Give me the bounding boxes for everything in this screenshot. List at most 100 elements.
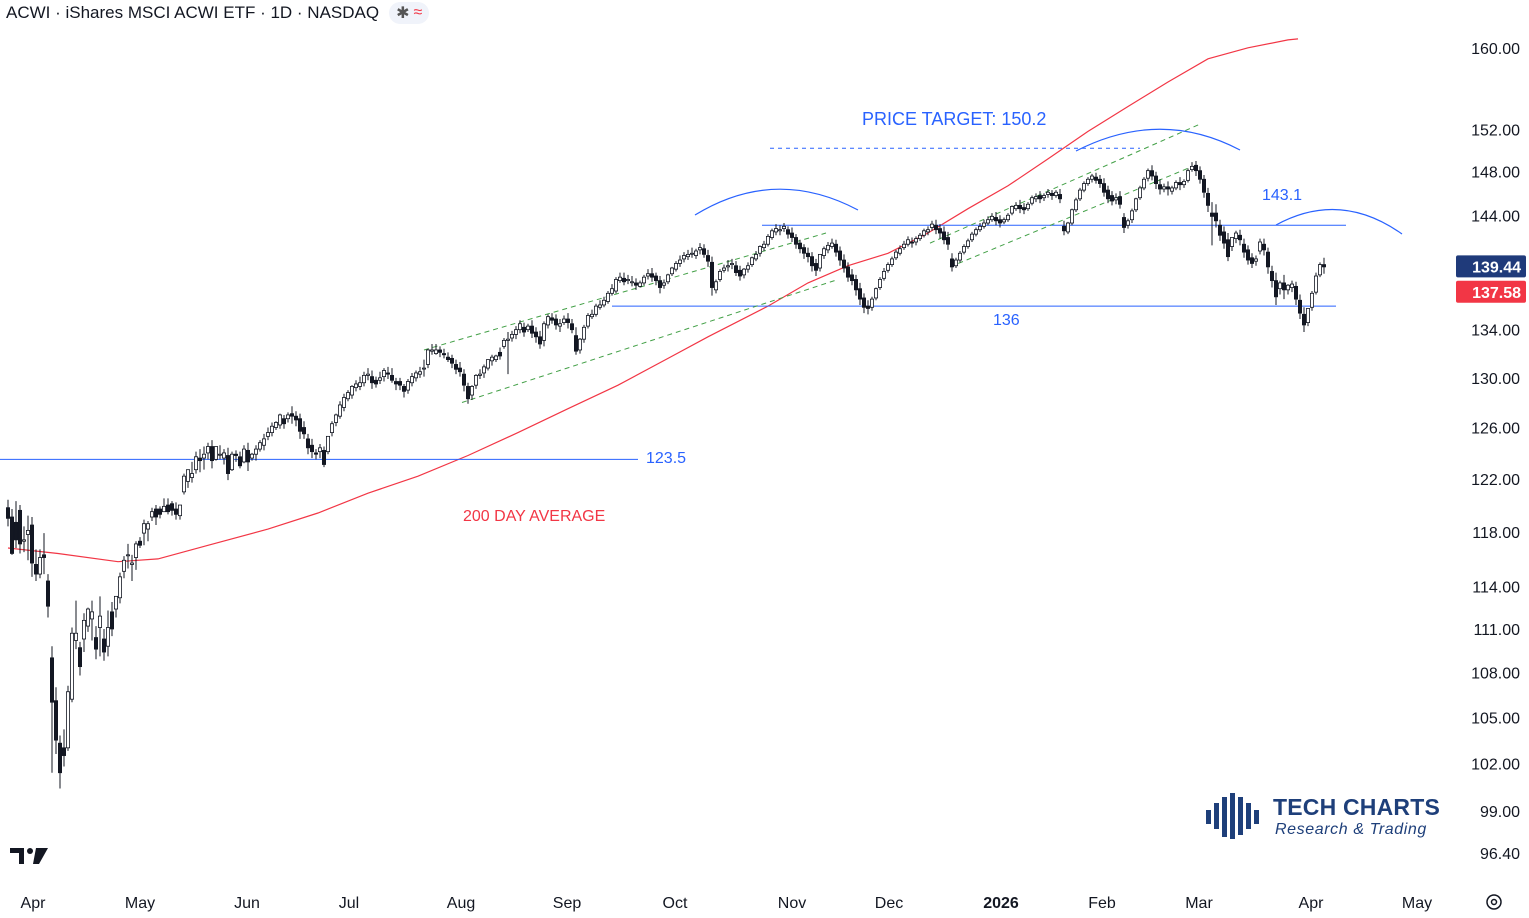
tradingview-logo-icon[interactable] — [10, 846, 48, 866]
candle — [890, 256, 895, 267]
candle-body — [914, 238, 919, 243]
candle-body — [353, 383, 358, 389]
candle — [1258, 238, 1263, 255]
candle — [1266, 247, 1271, 274]
candle-body — [1310, 292, 1315, 308]
candle-body — [642, 276, 647, 284]
candle — [401, 383, 406, 398]
candle-body — [445, 356, 450, 360]
candle — [746, 262, 751, 273]
candle-body — [726, 265, 731, 268]
candle-body — [678, 259, 683, 264]
candle — [122, 556, 127, 579]
candle — [102, 628, 107, 661]
candle-body — [942, 231, 947, 241]
candle-body — [201, 453, 206, 459]
approx-wave-icon: ≈ — [413, 4, 423, 21]
candle-body — [1218, 224, 1223, 236]
candle — [946, 231, 951, 250]
candle-body — [1238, 234, 1243, 241]
candle-body — [74, 632, 79, 641]
candle — [930, 220, 935, 231]
candle — [926, 226, 931, 236]
candle-body — [630, 281, 635, 284]
candle — [1282, 274, 1287, 300]
candle-body — [381, 370, 386, 378]
neckline-label: 143.1 — [1262, 187, 1302, 204]
candle-body — [237, 456, 242, 467]
candle — [50, 646, 55, 773]
candle — [205, 442, 210, 460]
candle-body — [197, 457, 202, 462]
candle — [722, 264, 727, 273]
candle — [1278, 280, 1283, 295]
candle — [642, 274, 647, 286]
candle — [662, 279, 667, 289]
candle-body — [1210, 212, 1215, 217]
candle-body — [614, 279, 619, 292]
candle-body — [778, 229, 783, 232]
candle-body — [1066, 222, 1071, 233]
candle-body — [1174, 182, 1179, 189]
candle-body — [654, 275, 659, 282]
candle-body — [1206, 192, 1211, 206]
indicator-chip[interactable]: ✱ ≈ — [389, 2, 430, 24]
symbol-title[interactable]: ACWI · iShares MSCI ACWI ETF · 1D · NASD… — [6, 3, 380, 22]
candle — [590, 309, 595, 320]
candle-body — [54, 700, 59, 741]
candle — [878, 277, 883, 290]
candle — [505, 332, 510, 375]
candle-body — [834, 243, 839, 253]
candle — [706, 249, 711, 267]
candle-body — [866, 305, 871, 309]
candle-body — [94, 637, 99, 650]
candle-body — [850, 274, 855, 282]
candle-body — [1126, 220, 1131, 226]
candle-body — [489, 356, 494, 362]
candle — [530, 320, 535, 338]
candle-body — [990, 215, 995, 221]
candle-body — [1030, 197, 1035, 204]
candle-body — [509, 334, 514, 339]
candle — [558, 319, 563, 333]
candle-body — [1222, 231, 1227, 244]
candle-body — [674, 263, 679, 270]
candle-body — [770, 230, 775, 238]
candle-body — [261, 438, 266, 446]
shoulder-arc-2 — [1275, 208, 1403, 235]
candle-body — [650, 273, 655, 278]
candles-layer — [6, 161, 1327, 789]
candle-body — [205, 446, 210, 454]
candle-body — [289, 413, 294, 417]
candle-body — [110, 611, 115, 630]
candle — [1110, 191, 1115, 206]
candle — [293, 411, 298, 427]
candle-body — [610, 288, 615, 294]
candle — [1054, 190, 1059, 198]
candle — [1178, 177, 1183, 191]
candle-body — [910, 241, 915, 244]
candle-body — [582, 326, 587, 340]
candle — [830, 238, 835, 249]
candle-body — [497, 351, 502, 357]
candle-body — [397, 381, 402, 386]
candle — [405, 379, 410, 394]
candle — [582, 324, 587, 343]
y-tick-label: 111.00 — [1473, 622, 1520, 639]
candle-body — [786, 229, 791, 235]
candle — [614, 277, 619, 294]
candle-body — [590, 313, 595, 318]
candle — [658, 276, 663, 294]
candle — [86, 607, 91, 632]
candle-body — [133, 543, 138, 558]
candle — [489, 354, 494, 366]
candle-body — [1022, 207, 1027, 211]
candle — [710, 256, 715, 296]
candle-body — [542, 323, 547, 341]
candle-body — [842, 259, 847, 269]
candle — [245, 442, 250, 471]
settings-icon[interactable] — [1485, 893, 1503, 911]
candle — [1226, 233, 1231, 262]
candle-body — [814, 263, 819, 271]
